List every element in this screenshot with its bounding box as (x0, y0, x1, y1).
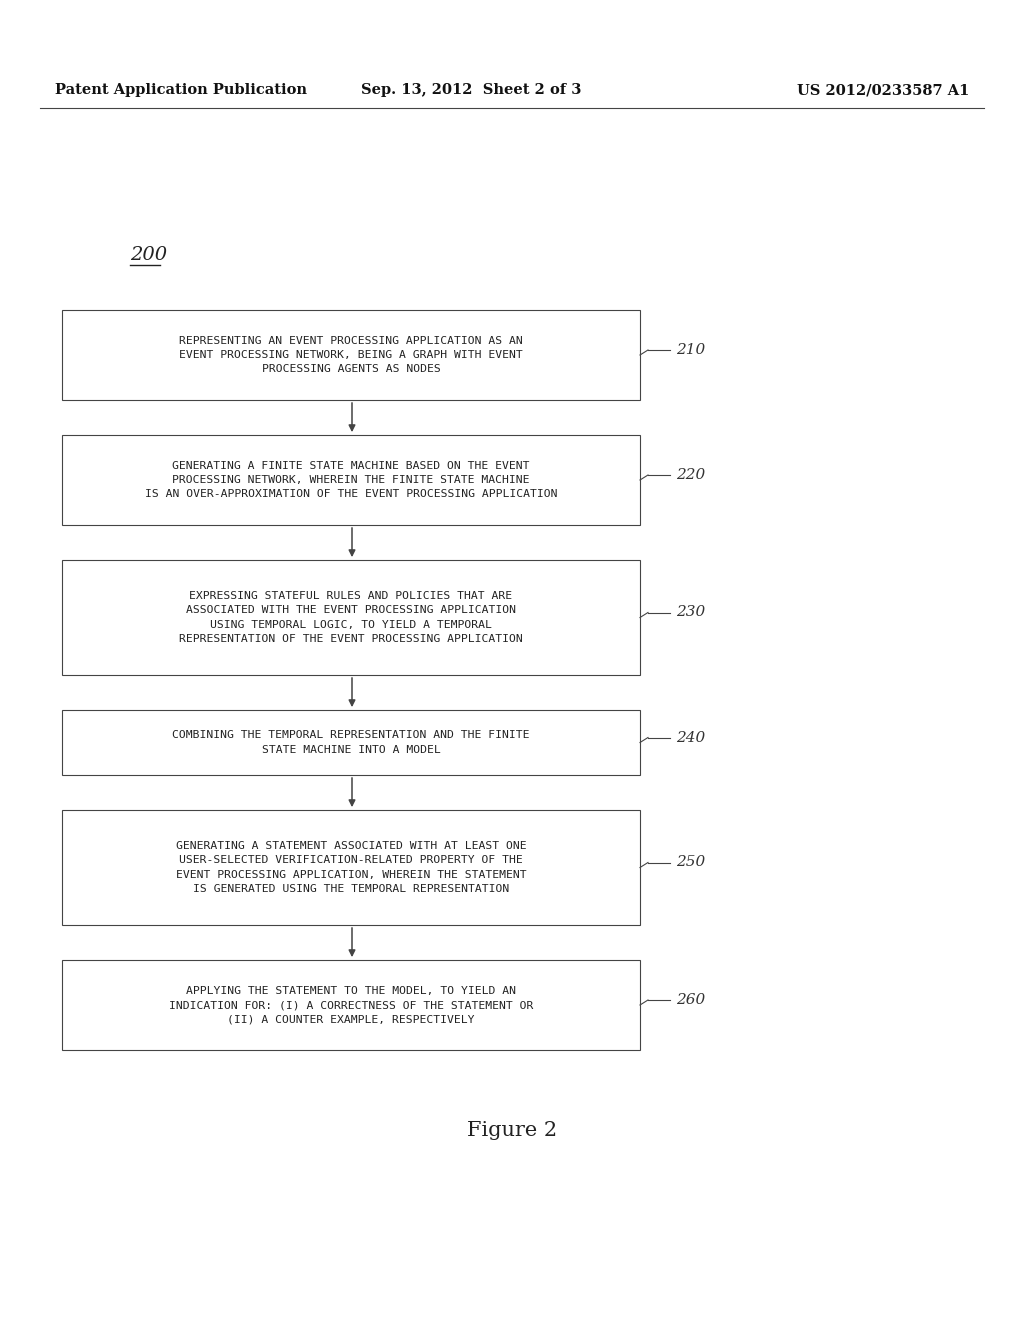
Text: US 2012/0233587 A1: US 2012/0233587 A1 (797, 83, 969, 96)
Text: Sep. 13, 2012  Sheet 2 of 3: Sep. 13, 2012 Sheet 2 of 3 (360, 83, 582, 96)
Bar (62, 810, 640, 925)
Text: APPLYING THE STATEMENT TO THE MODEL, TO YIELD AN
INDICATION FOR: (I) A CORRECTNE: APPLYING THE STATEMENT TO THE MODEL, TO … (169, 986, 534, 1024)
Text: 200: 200 (130, 246, 167, 264)
Bar (62, 436, 640, 525)
Text: 250: 250 (676, 855, 706, 870)
Text: 260: 260 (676, 993, 706, 1007)
Bar (62, 560, 640, 675)
Text: Figure 2: Figure 2 (467, 1121, 557, 1139)
Text: COMBINING THE TEMPORAL REPRESENTATION AND THE FINITE
STATE MACHINE INTO A MODEL: COMBINING THE TEMPORAL REPRESENTATION AN… (172, 730, 529, 755)
Text: 220: 220 (676, 469, 706, 482)
Text: REPRESENTING AN EVENT PROCESSING APPLICATION AS AN
EVENT PROCESSING NETWORK, BEI: REPRESENTING AN EVENT PROCESSING APPLICA… (179, 335, 523, 375)
Text: Patent Application Publication: Patent Application Publication (55, 83, 307, 96)
Bar (62, 710, 640, 775)
Text: 210: 210 (676, 343, 706, 356)
Text: EXPRESSING STATEFUL RULES AND POLICIES THAT ARE
ASSOCIATED WITH THE EVENT PROCES: EXPRESSING STATEFUL RULES AND POLICIES T… (179, 591, 523, 644)
Text: 240: 240 (676, 730, 706, 744)
Text: GENERATING A STATEMENT ASSOCIATED WITH AT LEAST ONE
USER-SELECTED VERIFICATION-R: GENERATING A STATEMENT ASSOCIATED WITH A… (176, 841, 526, 894)
Bar (62, 310, 640, 400)
Bar (62, 960, 640, 1049)
Text: 230: 230 (676, 606, 706, 619)
Text: GENERATING A FINITE STATE MACHINE BASED ON THE EVENT
PROCESSING NETWORK, WHEREIN: GENERATING A FINITE STATE MACHINE BASED … (144, 461, 557, 499)
